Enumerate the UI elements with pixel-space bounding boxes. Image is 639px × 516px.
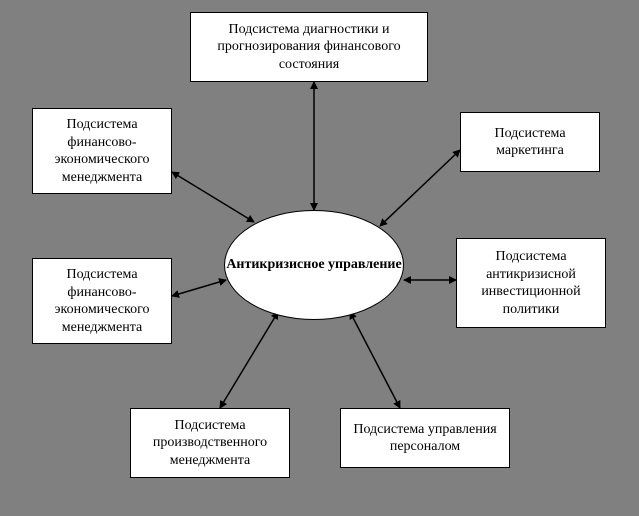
center-label: Антикризисное управление — [226, 256, 401, 274]
center-node: Антикризисное управление — [224, 210, 404, 320]
box-label: Подсистема финансово-экономического мене… — [37, 116, 167, 186]
box-top: Подсистема диагностики и прогнозирования… — [190, 12, 428, 82]
edge-6 — [350, 312, 400, 408]
edge-3 — [172, 280, 226, 296]
box-br: Подсистема управления персоналом — [340, 408, 510, 468]
box-label: Подсистема антикризисной инвестиционной … — [461, 248, 601, 318]
box-label: Подсистема производственного менеджмента — [135, 417, 285, 470]
box-bl: Подсистема производственного менеджмента — [130, 408, 290, 478]
box-tr: Подсистема маркетинга — [460, 112, 600, 172]
diagram-canvas: Антикризисное управление Подсистема диаг… — [0, 0, 639, 516]
box-label: Подсистема диагностики и прогнозирования… — [195, 21, 423, 74]
edge-1 — [172, 172, 254, 222]
box-label: Подсистема финансово-экономического мене… — [37, 266, 167, 336]
box-tl: Подсистема финансово-экономического мене… — [32, 108, 172, 194]
edge-5 — [220, 312, 278, 408]
box-label: Подсистема маркетинга — [465, 125, 595, 160]
edge-2 — [380, 150, 460, 226]
box-label: Подсистема управления персоналом — [345, 421, 505, 456]
box-mr: Подсистема антикризисной инвестиционной … — [456, 238, 606, 328]
box-ml: Подсистема финансово-экономического мене… — [32, 258, 172, 344]
